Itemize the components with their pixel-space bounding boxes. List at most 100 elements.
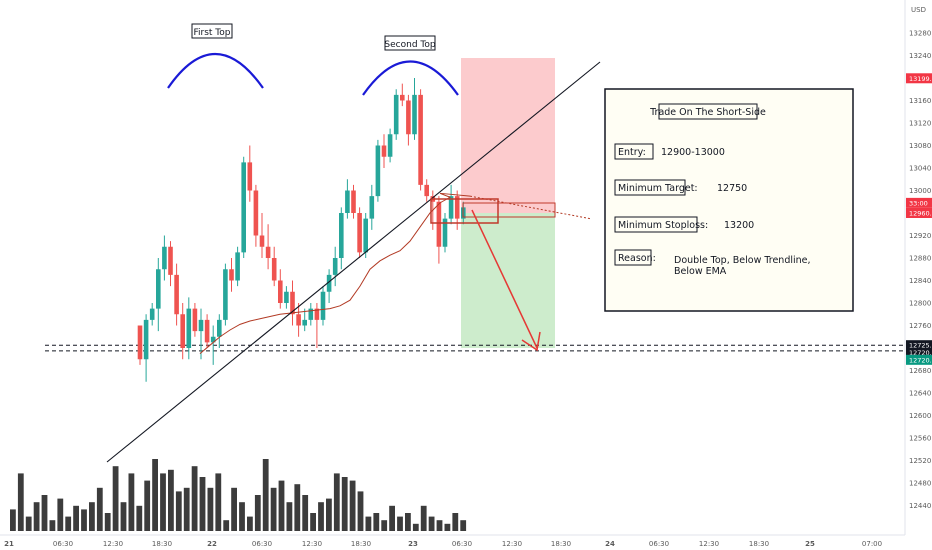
volume-bar: [81, 509, 87, 531]
candle-body: [308, 308, 314, 320]
volume-bar: [428, 516, 435, 531]
second-top-label: Second Top: [384, 40, 435, 50]
price-badge-label: 12720.0: [909, 356, 932, 364]
candle-body: [204, 319, 210, 343]
volume-bar: [73, 505, 79, 531]
price-badge: [906, 73, 932, 84]
volume-bar: [120, 502, 127, 531]
volume-bar: [207, 487, 214, 531]
time-tick-label: 18:30: [749, 540, 769, 548]
volume-bar: [262, 459, 269, 531]
candle-body: [448, 196, 454, 219]
volume-bar: [33, 502, 40, 531]
candle-body: [290, 291, 295, 315]
volume-bar: [310, 513, 316, 531]
entry-value: 12900-13000: [661, 147, 725, 158]
volume-bar: [112, 466, 119, 531]
candle-body: [229, 269, 234, 281]
volume-bar: [318, 502, 324, 531]
volume-bar: [65, 516, 72, 531]
volume-bar: [405, 513, 411, 531]
volume-bar: [412, 523, 419, 531]
price-tick-label: 13000.0: [909, 187, 932, 195]
volume-bar: [341, 477, 348, 531]
candle-body: [217, 319, 222, 337]
time-tick-label: 21: [4, 540, 14, 548]
time-tick-label: 07:00: [862, 540, 882, 548]
price-tick-label: 12600.0: [909, 412, 932, 420]
price-tick-label: 12440.0: [909, 502, 932, 510]
reason-label: Reason:: [618, 253, 656, 264]
time-tick-label: 06:30: [252, 540, 272, 548]
ema-line-path: [199, 192, 471, 355]
candle-body: [302, 319, 307, 326]
volume-bar: [49, 520, 56, 531]
time-tick-label: 12:30: [302, 540, 322, 548]
price-axis-unit: USD: [911, 6, 926, 14]
volume-bar: [326, 498, 332, 531]
time-axis[interactable]: 21 06:30 12:30 18:30 22 06:30 12:30 18:30 23 06:3…: [4, 540, 882, 548]
volume-bar: [175, 491, 182, 531]
candle-body: [369, 196, 375, 219]
candle-body: [326, 274, 332, 292]
price-badge: [906, 347, 932, 358]
price-tick-label: 12800.0: [909, 300, 932, 308]
volume-bar: [128, 473, 135, 531]
trade-panel: Trade On The Short-Side Entry: 12900-130…: [604, 88, 854, 312]
time-tick-label: 12:30: [103, 540, 123, 548]
candle-body: [186, 308, 192, 348]
price-tick-label: 12760.0: [909, 322, 932, 330]
stop-label: Minimum Stoploss:: [618, 220, 708, 231]
reason-label-box: [614, 249, 652, 266]
candle-body: [180, 314, 185, 348]
annotations: First Top Second Top: [167, 23, 556, 352]
trendline-group: [106, 61, 601, 463]
volume-bar: [17, 473, 24, 531]
time-tick-label: 06:30: [53, 540, 73, 548]
price-tick-label: 12880.0: [909, 255, 932, 263]
volume-bar: [104, 513, 111, 531]
candle-body: [412, 94, 417, 135]
volume-bar: [144, 480, 151, 531]
time-tick-label: 12:30: [502, 540, 522, 548]
volume-bar: [160, 473, 166, 531]
volume-bar: [152, 459, 158, 531]
price-tick-label: 13040.0: [909, 165, 932, 173]
price-badge: [906, 208, 932, 218]
price-badge: [906, 340, 932, 351]
price-badge-label: 33:00: [909, 199, 928, 207]
trade-panel-title: Trade On The Short-Side: [649, 107, 766, 118]
candle-body: [424, 184, 429, 197]
candle-body: [174, 274, 179, 315]
first-top-label: First Top: [194, 28, 231, 38]
candle-body: [235, 252, 240, 281]
candle-body: [198, 319, 204, 332]
volume-bar: [278, 480, 285, 531]
price-axis[interactable]: USD 13280.0 13240.0 13160.0 13120.0 13080.0 13…: [906, 6, 932, 510]
volume-bar: [89, 502, 95, 531]
volume-bar: [199, 477, 206, 531]
volume-bar: [286, 502, 293, 531]
target-label-box: [614, 179, 686, 196]
target-zone: [461, 213, 555, 348]
candle-body: [406, 100, 411, 135]
price-tick-label: 12680.0: [909, 367, 932, 375]
volume-bar: [420, 505, 427, 531]
price-badge: [906, 197, 932, 208]
volume-bar: [254, 495, 261, 531]
price-badge-label: 12720.0: [909, 349, 932, 357]
price-tick-label: 12520.0: [909, 457, 932, 465]
time-tick-label: 12:30: [699, 540, 719, 548]
price-tick-label: 13080.0: [909, 142, 932, 150]
stop-value: 13200: [724, 220, 754, 231]
volume-bar: [452, 513, 459, 531]
candle-body: [271, 258, 277, 281]
reason-line-2: Below EMA: [674, 266, 727, 277]
candle-body: [247, 162, 253, 191]
time-tick-label: 22: [207, 540, 217, 548]
candle-body: [241, 162, 246, 253]
candle-body: [381, 145, 387, 157]
second-top-arc: [362, 60, 459, 96]
volume-bar: [96, 487, 103, 531]
candle-body: [265, 246, 271, 258]
